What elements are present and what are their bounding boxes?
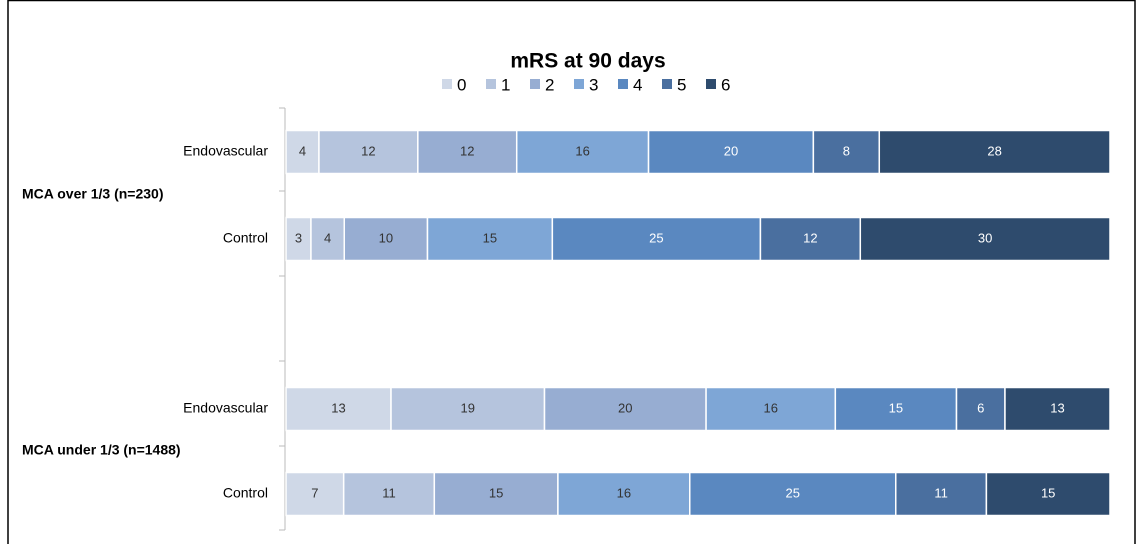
data-label: 15 xyxy=(489,485,503,500)
bar-segment xyxy=(285,129,320,175)
data-label: 11 xyxy=(382,485,396,500)
bar-segment xyxy=(543,386,707,432)
bar-segment xyxy=(426,216,554,262)
legend-swatch xyxy=(530,79,540,89)
row-label: Endovascular xyxy=(183,400,268,416)
group-label: MCA under 1/3 (n=1488) xyxy=(22,442,181,458)
data-label: 15 xyxy=(483,230,497,245)
legend-swatch xyxy=(574,79,584,89)
data-label: 6 xyxy=(977,400,984,415)
legend-label: 0 xyxy=(457,75,466,94)
data-label: 15 xyxy=(1041,485,1055,500)
bar-segment xyxy=(985,471,1111,517)
bar-segment xyxy=(878,129,1111,175)
data-label: 25 xyxy=(649,230,663,245)
legend-swatch xyxy=(442,79,452,89)
row-label: Control xyxy=(223,230,268,246)
bar-segment xyxy=(1004,386,1111,432)
bar-segment xyxy=(557,471,691,517)
data-label: 13 xyxy=(331,400,345,415)
data-label: 8 xyxy=(843,143,850,158)
data-label: 30 xyxy=(978,230,992,245)
axis xyxy=(279,107,286,531)
bar-segment xyxy=(759,216,862,262)
data-label: 7 xyxy=(311,485,318,500)
legend-label: 6 xyxy=(721,75,730,94)
data-label: 25 xyxy=(786,485,800,500)
data-label: 12 xyxy=(361,143,375,158)
bar-segment xyxy=(859,216,1111,262)
legend-label: 3 xyxy=(589,75,598,94)
legend-label: 2 xyxy=(545,75,554,94)
data-label: 4 xyxy=(324,230,331,245)
data-label: 16 xyxy=(763,400,777,415)
bar-segment xyxy=(647,129,815,175)
legend-label: 1 xyxy=(501,75,510,94)
row-label: Control xyxy=(223,485,268,501)
chart-title: mRS at 90 days xyxy=(510,50,665,73)
data-label: 13 xyxy=(1050,400,1064,415)
data-label: 16 xyxy=(575,143,589,158)
data-label: 16 xyxy=(617,485,631,500)
data-label: 4 xyxy=(299,143,306,158)
data-label: 3 xyxy=(295,230,302,245)
data-label: 19 xyxy=(461,400,475,415)
legend-swatch xyxy=(486,79,496,89)
data-label: 10 xyxy=(379,230,393,245)
data-label: 15 xyxy=(889,400,903,415)
row-label: Endovascular xyxy=(183,143,268,159)
bar-segment xyxy=(285,471,345,517)
bar-segment xyxy=(342,471,436,517)
bar-segment xyxy=(955,386,1006,432)
data-label: 20 xyxy=(724,143,738,158)
group-label: MCA over 1/3 (n=230) xyxy=(22,186,163,202)
data-label: 11 xyxy=(934,485,948,500)
bar-segment xyxy=(689,471,897,517)
bar-segment xyxy=(834,386,958,432)
legend-swatch xyxy=(618,79,628,89)
bar-segment xyxy=(390,386,546,432)
bar-segment xyxy=(318,129,419,175)
legend-label: 5 xyxy=(677,75,686,94)
data-label: 12 xyxy=(460,143,474,158)
data-label: 12 xyxy=(803,230,817,245)
legend-swatch xyxy=(706,79,716,89)
bar-segment xyxy=(812,129,881,175)
legend-label: 4 xyxy=(633,75,642,94)
legend-swatch xyxy=(662,79,672,89)
bar-segment xyxy=(417,129,518,175)
data-label: 20 xyxy=(618,400,632,415)
bar-segment xyxy=(433,471,559,517)
data-label: 28 xyxy=(987,143,1001,158)
bar-segment xyxy=(515,129,650,175)
frame xyxy=(7,0,1136,549)
